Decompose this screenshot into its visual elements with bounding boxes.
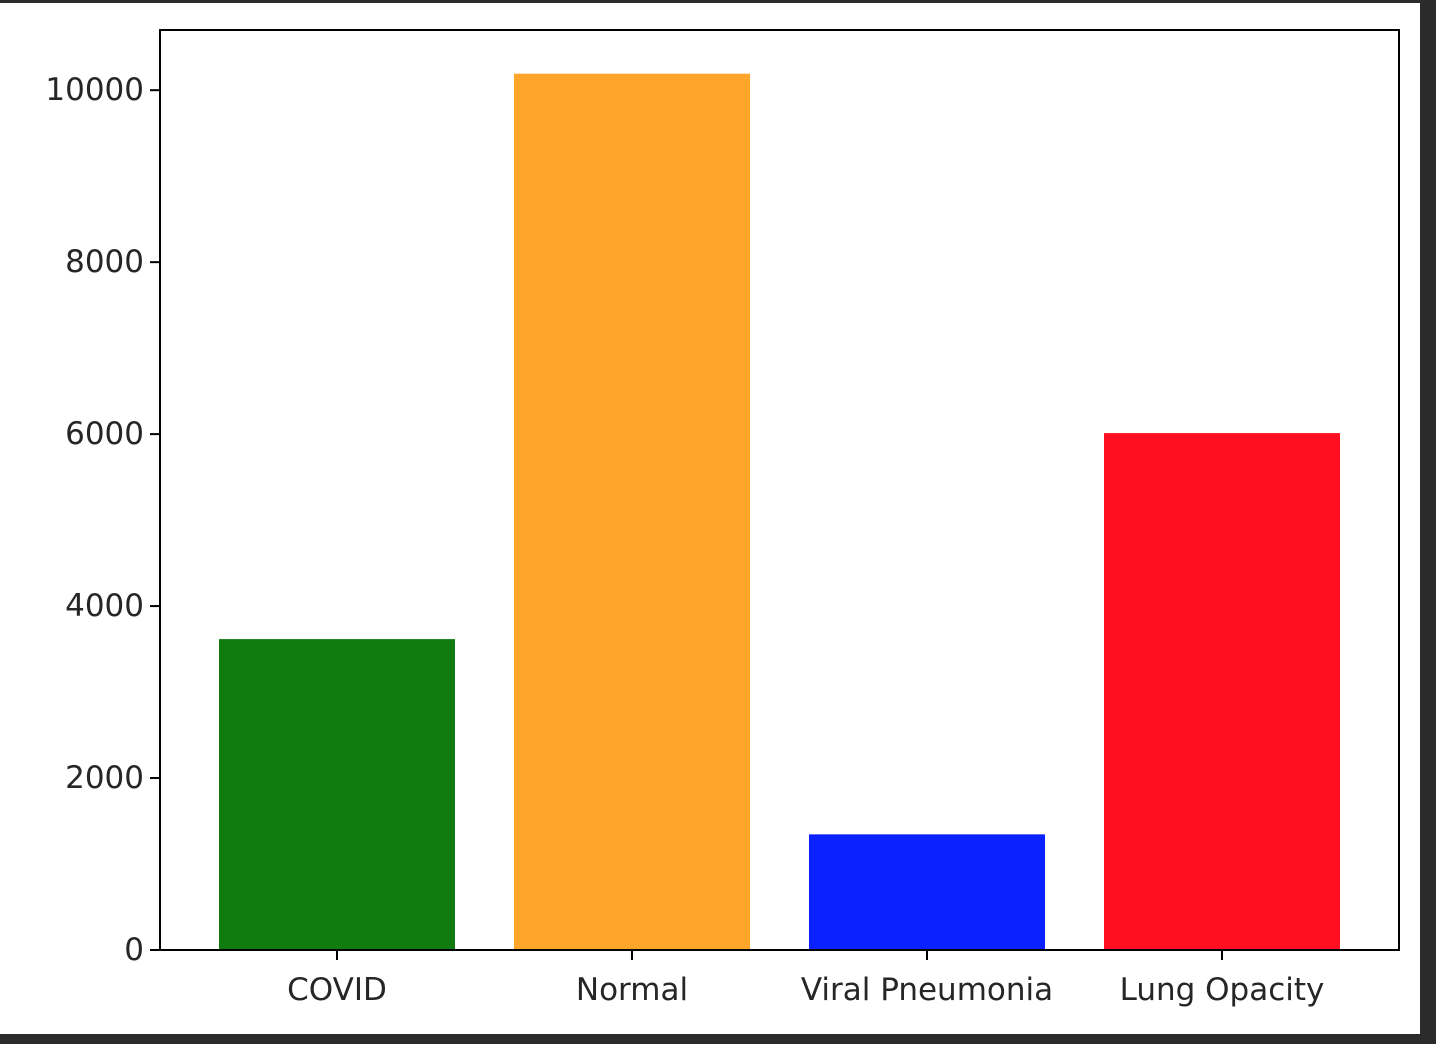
- y-tick-label: 4000: [65, 588, 144, 624]
- x-tick-label-normal: Normal: [576, 972, 688, 1008]
- x-tick-label-covid: COVID: [287, 972, 387, 1008]
- y-tick-label: 6000: [65, 416, 144, 452]
- bars-group: [219, 73, 1340, 950]
- y-tick-label: 0: [124, 932, 144, 968]
- bar-chart: 0 2000 4000 6000 8000 10000 COVID Normal Viral …: [45, 29, 1400, 1008]
- x-tick-label-viral-pneumonia: Viral Pneumonia: [801, 972, 1053, 1008]
- y-tick-label: 10000: [45, 72, 144, 108]
- bar-normal: [514, 73, 750, 950]
- bar-viral-pneumonia: [809, 834, 1045, 950]
- chart-figure: 0 2000 4000 6000 8000 10000 COVID Normal Viral …: [0, 3, 1420, 1034]
- y-tick-label: 2000: [65, 760, 144, 796]
- x-axis: COVID Normal Viral Pneumonia Lung Opacity: [287, 950, 1324, 1008]
- bar-lung-opacity: [1104, 433, 1340, 950]
- bar-covid: [219, 639, 455, 950]
- y-tick-label: 8000: [65, 244, 144, 280]
- x-tick-label-lung-opacity: Lung Opacity: [1120, 972, 1325, 1008]
- plot-area-frame: [159, 29, 1400, 951]
- y-axis: 0 2000 4000 6000 8000 10000: [45, 72, 160, 968]
